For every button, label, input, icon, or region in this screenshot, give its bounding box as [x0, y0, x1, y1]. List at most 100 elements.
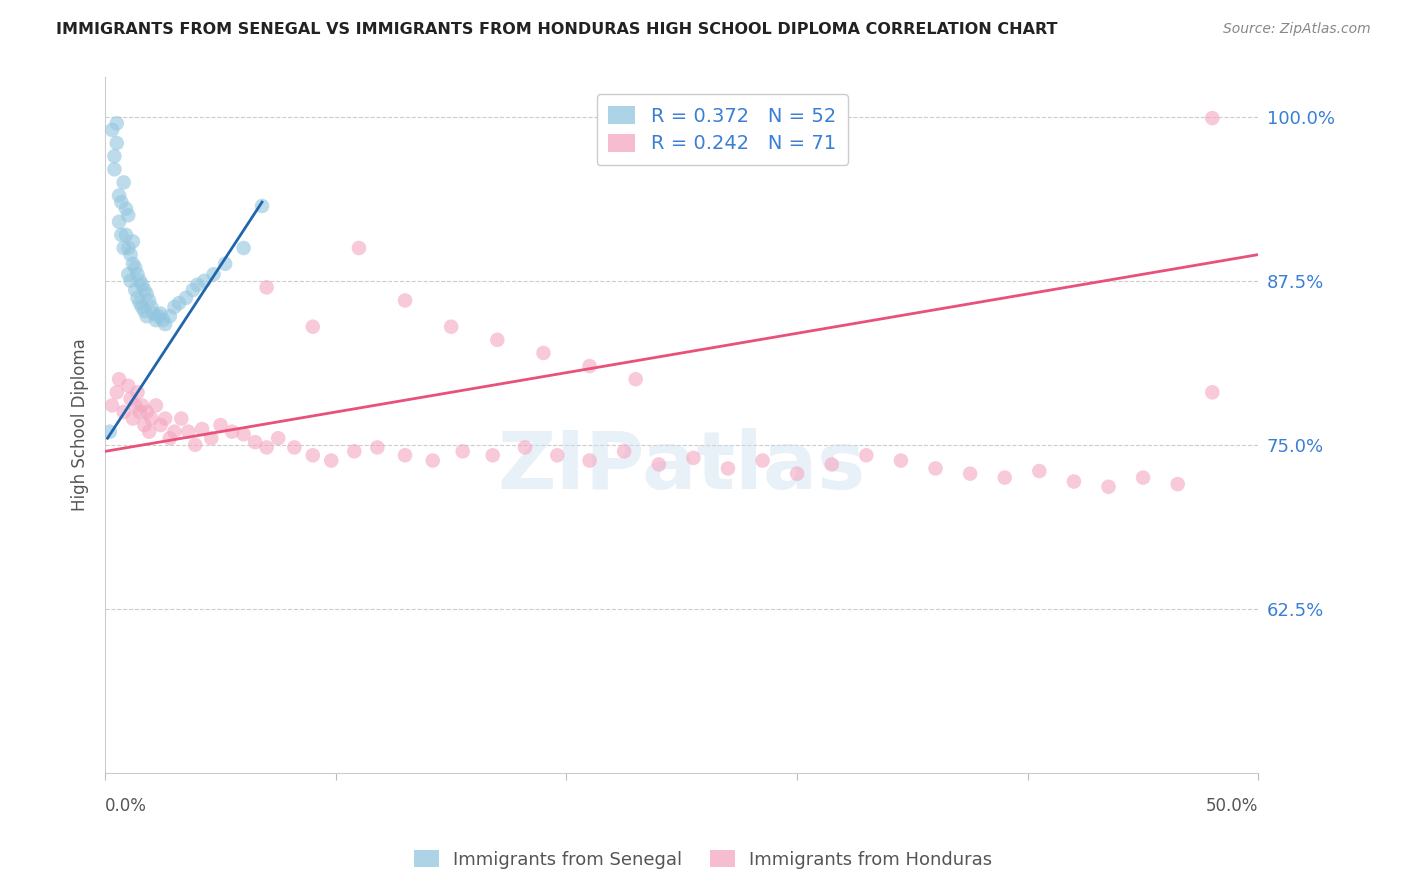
- Point: [108, 188, 131, 202]
- Point: [124, 260, 146, 275]
- Point: [159, 310, 181, 324]
- Point: [115, 227, 138, 242]
- Point: [131, 300, 153, 314]
- Point: [153, 411, 176, 425]
- Text: IMMIGRANTS FROM SENEGAL VS IMMIGRANTS FROM HONDURAS HIGH SCHOOL DIPLOMA CORRELAT: IMMIGRANTS FROM SENEGAL VS IMMIGRANTS FR…: [56, 22, 1057, 37]
- Point: [994, 470, 1017, 484]
- Point: [134, 418, 156, 433]
- Point: [110, 227, 132, 242]
- Point: [394, 448, 416, 462]
- Point: [1167, 477, 1189, 491]
- Point: [122, 411, 145, 425]
- Point: [163, 300, 186, 314]
- Point: [243, 435, 266, 450]
- Point: [112, 175, 135, 189]
- Point: [159, 431, 181, 445]
- Point: [1063, 475, 1085, 489]
- Point: [855, 448, 877, 462]
- Point: [148, 310, 170, 324]
- Point: [890, 453, 912, 467]
- Point: [513, 441, 536, 455]
- Point: [209, 418, 232, 433]
- Y-axis label: High School Diploma: High School Diploma: [72, 339, 89, 511]
- Point: [153, 317, 176, 331]
- Point: [451, 444, 474, 458]
- Point: [191, 422, 214, 436]
- Point: [648, 458, 671, 472]
- Point: [103, 149, 125, 163]
- Point: [110, 195, 132, 210]
- Point: [232, 427, 254, 442]
- Point: [267, 431, 290, 445]
- Point: [301, 448, 323, 462]
- Point: [124, 283, 146, 297]
- Point: [924, 461, 946, 475]
- Point: [1201, 385, 1223, 400]
- Point: [105, 385, 128, 400]
- Point: [717, 461, 740, 475]
- Point: [101, 123, 124, 137]
- Point: [128, 274, 150, 288]
- Point: [232, 241, 254, 255]
- Point: [1132, 470, 1154, 484]
- Point: [108, 372, 131, 386]
- Point: [131, 399, 153, 413]
- Point: [250, 199, 273, 213]
- Point: [135, 405, 157, 419]
- Point: [177, 425, 200, 439]
- Point: [394, 293, 416, 308]
- Point: [214, 257, 236, 271]
- Point: [343, 444, 366, 458]
- Point: [959, 467, 981, 481]
- Point: [122, 257, 145, 271]
- Point: [152, 313, 174, 327]
- Point: [115, 202, 138, 216]
- Point: [174, 291, 197, 305]
- Point: [613, 444, 636, 458]
- Point: [163, 425, 186, 439]
- Point: [138, 425, 160, 439]
- Point: [145, 313, 167, 327]
- Point: [117, 267, 139, 281]
- Point: [256, 280, 278, 294]
- Legend: R = 0.372   N = 52, R = 0.242   N = 71: R = 0.372 N = 52, R = 0.242 N = 71: [596, 95, 848, 165]
- Point: [1028, 464, 1050, 478]
- Point: [440, 319, 463, 334]
- Point: [128, 405, 150, 419]
- Point: [578, 453, 600, 467]
- Text: 0.0%: 0.0%: [105, 797, 148, 815]
- Point: [221, 425, 243, 439]
- Point: [184, 438, 207, 452]
- Point: [105, 136, 128, 150]
- Point: [347, 241, 370, 255]
- Point: [786, 467, 808, 481]
- Text: Source: ZipAtlas.com: Source: ZipAtlas.com: [1223, 22, 1371, 37]
- Point: [105, 116, 128, 130]
- Text: 50.0%: 50.0%: [1206, 797, 1258, 815]
- Point: [117, 241, 139, 255]
- Point: [366, 441, 388, 455]
- Point: [135, 287, 157, 301]
- Point: [112, 241, 135, 255]
- Point: [108, 215, 131, 229]
- Point: [120, 247, 142, 261]
- Point: [98, 425, 121, 439]
- Point: [283, 441, 305, 455]
- Point: [193, 274, 215, 288]
- Point: [422, 453, 444, 467]
- Point: [135, 310, 157, 324]
- Point: [122, 235, 145, 249]
- Point: [546, 448, 568, 462]
- Point: [138, 293, 160, 308]
- Point: [128, 296, 150, 310]
- Point: [101, 399, 124, 413]
- Legend: Immigrants from Senegal, Immigrants from Honduras: Immigrants from Senegal, Immigrants from…: [406, 843, 1000, 876]
- Point: [181, 283, 204, 297]
- Point: [301, 319, 323, 334]
- Point: [321, 453, 343, 467]
- Point: [170, 411, 193, 425]
- Point: [481, 448, 503, 462]
- Point: [103, 162, 125, 177]
- Point: [1201, 111, 1223, 125]
- Point: [127, 385, 149, 400]
